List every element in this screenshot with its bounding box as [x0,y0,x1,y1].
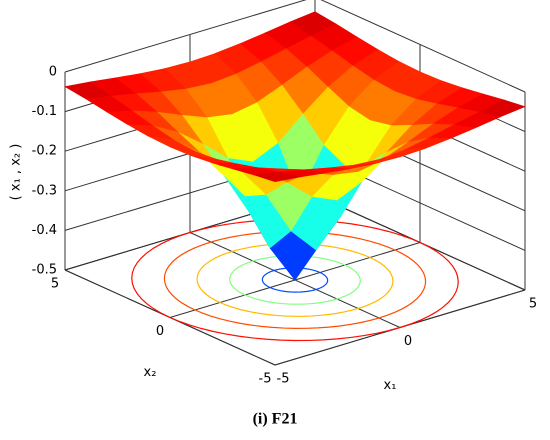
z-tick-label: -0.4 [32,223,57,238]
z-axis-label: ( x₁ , x₂ ) [9,144,24,201]
x-tick-label: 0 [404,334,412,349]
y-axis-label: x₂ [144,365,157,380]
y-tick-label: 5 [51,277,59,292]
z-tick-label: -0.5 [32,263,57,278]
x-tick-label: -5 [277,372,290,387]
z-tick-label: 0 [49,65,57,80]
x-axis-label: x₁ [384,378,397,393]
caption: (i) F21 [253,411,298,428]
z-tick-label: -0.3 [32,183,57,198]
z-tick-label: -0.1 [32,104,57,119]
y-tick-label: 0 [156,324,164,339]
z-tick-label: -0.2 [32,144,57,159]
surface-patch [253,171,301,182]
x-tick-label: 5 [529,297,537,312]
y-tick-label: -5 [259,372,272,387]
